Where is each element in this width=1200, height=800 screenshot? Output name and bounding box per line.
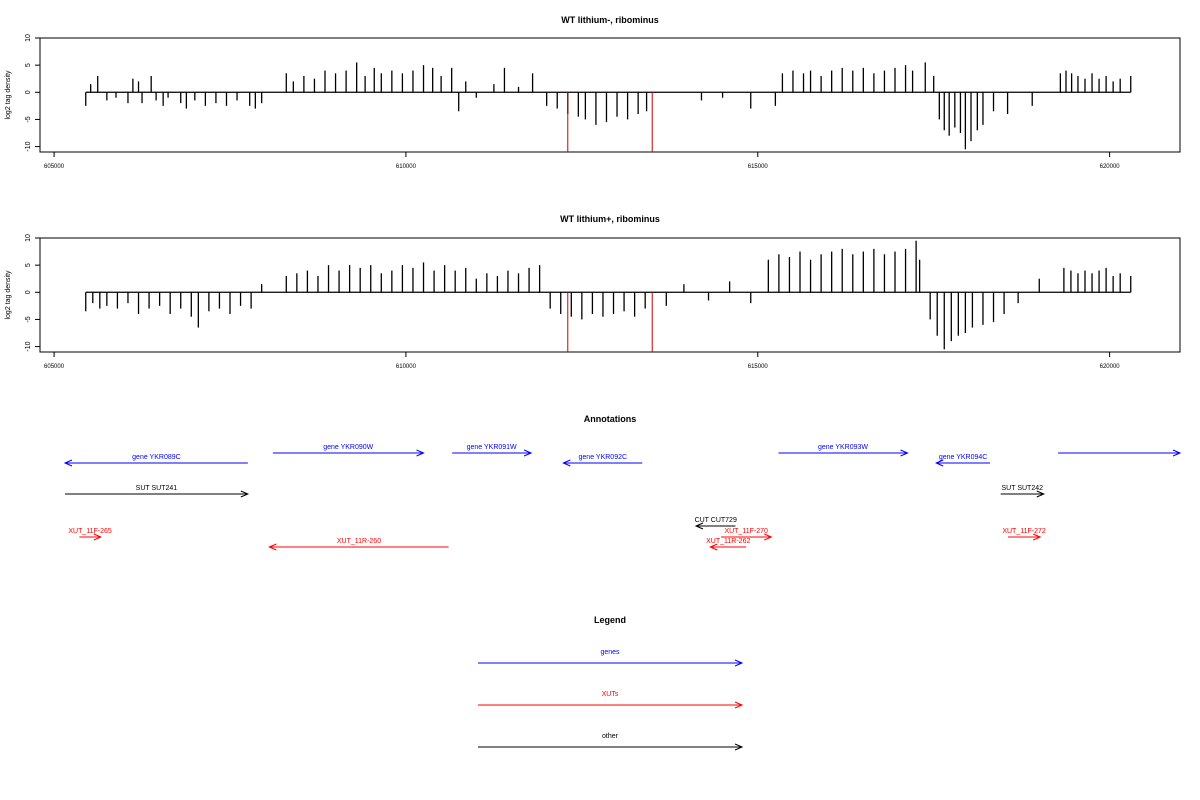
feature-label: XUT_11R-260 [337, 538, 381, 545]
y-axis-label: log2 tag density [5, 270, 12, 320]
feature-arrowhead [934, 459, 944, 467]
legend-arrowhead [734, 659, 744, 667]
feature-arrowhead [562, 459, 571, 467]
x-tick-label: 610000 [396, 164, 417, 170]
y-tick-label: -10 [25, 141, 32, 151]
y-tick-label: 0 [25, 90, 32, 94]
legend-label: XUTs [602, 691, 619, 698]
y-axis-label: log2 tag density [5, 70, 12, 120]
feature-label: XUT_11F-270 [724, 528, 768, 535]
legend-label: genes [600, 649, 620, 656]
legend-arrowhead [734, 743, 744, 751]
feature-label: XUT_11F-272 [1002, 528, 1046, 535]
feature-arrowhead [1036, 490, 1046, 498]
annotation-tracks: gene YKR089C gene YKR090W gene YKR091W gene… [63, 444, 1182, 551]
x-tick-label: 605000 [44, 164, 65, 170]
feature-arrowhead [1172, 449, 1182, 457]
plot-area: 10 5 0 -5 -10 605000 610000 615000 620000 [25, 234, 1181, 370]
legend-panel: Legend genes XUTs other [478, 615, 744, 751]
feature-label: gene YKR092C [579, 454, 628, 461]
plot-area: 10 5 0 -5 -10 605000 610000 615000 620000 [25, 34, 1181, 170]
y-tick-label: 5 [25, 263, 32, 267]
feature-arrowhead [900, 449, 909, 457]
annotations-title: Annotations [584, 414, 637, 424]
feature-arrowhead [1032, 533, 1042, 541]
feature-label: XUT_11R-262 [706, 538, 750, 545]
x-tick-label: 615000 [748, 364, 769, 370]
feature-arrowhead [523, 449, 533, 457]
feature-arrowhead [709, 543, 718, 551]
x-tick-label: 620000 [1100, 364, 1121, 370]
feature-arrowhead [694, 522, 704, 530]
feature-label: SUT SUT241 [136, 485, 178, 492]
panel-lithium-minus: WT lithium-, ribominus log2 tag density … [5, 15, 1181, 170]
panel-lithium-plus: WT lithium+, ribominus log2 tag density … [5, 214, 1181, 370]
feature-label: SUT SUT242 [1002, 485, 1044, 492]
y-tick-label: -5 [25, 116, 32, 122]
plot-frame [39, 37, 1181, 153]
feature-label: gene YKR093W [818, 444, 868, 451]
feature-label: gene YKR089C [132, 454, 181, 461]
plot-frame [39, 237, 1181, 353]
feature-arrowhead [240, 490, 250, 498]
x-tick-label: 610000 [396, 364, 417, 370]
feature-label: gene YKR094C [939, 454, 988, 461]
legend-entries: genes XUTs other [478, 649, 744, 751]
legend-title: Legend [594, 615, 626, 625]
y-tick-label: 0 [25, 290, 32, 294]
legend-label: other [602, 733, 619, 740]
feature-label: XUT_11F-265 [68, 528, 112, 535]
x-tick-label: 620000 [1100, 164, 1121, 170]
feature-arrowhead [268, 543, 277, 551]
legend-arrowhead [734, 701, 744, 709]
feature-arrowhead [63, 459, 73, 467]
feature-arrowhead [764, 533, 773, 541]
x-tick-label: 615000 [748, 164, 769, 170]
feature-arrowhead [93, 533, 103, 541]
feature-label: gene YKR091W [467, 444, 517, 451]
x-tick-label: 605000 [44, 364, 65, 370]
y-tick-label: 10 [25, 234, 32, 242]
feature-arrowhead [416, 449, 425, 457]
y-tick-label: 10 [25, 34, 32, 42]
y-tick-label: -5 [25, 316, 32, 322]
feature-label: CUT CUT729 [695, 517, 737, 524]
y-tick-label: -10 [25, 341, 32, 351]
y-tick-label: 5 [25, 63, 32, 67]
panel-title: WT lithium+, ribominus [560, 214, 660, 224]
feature-label: gene YKR090W [323, 444, 373, 451]
panel-title: WT lithium-, ribominus [561, 15, 659, 25]
